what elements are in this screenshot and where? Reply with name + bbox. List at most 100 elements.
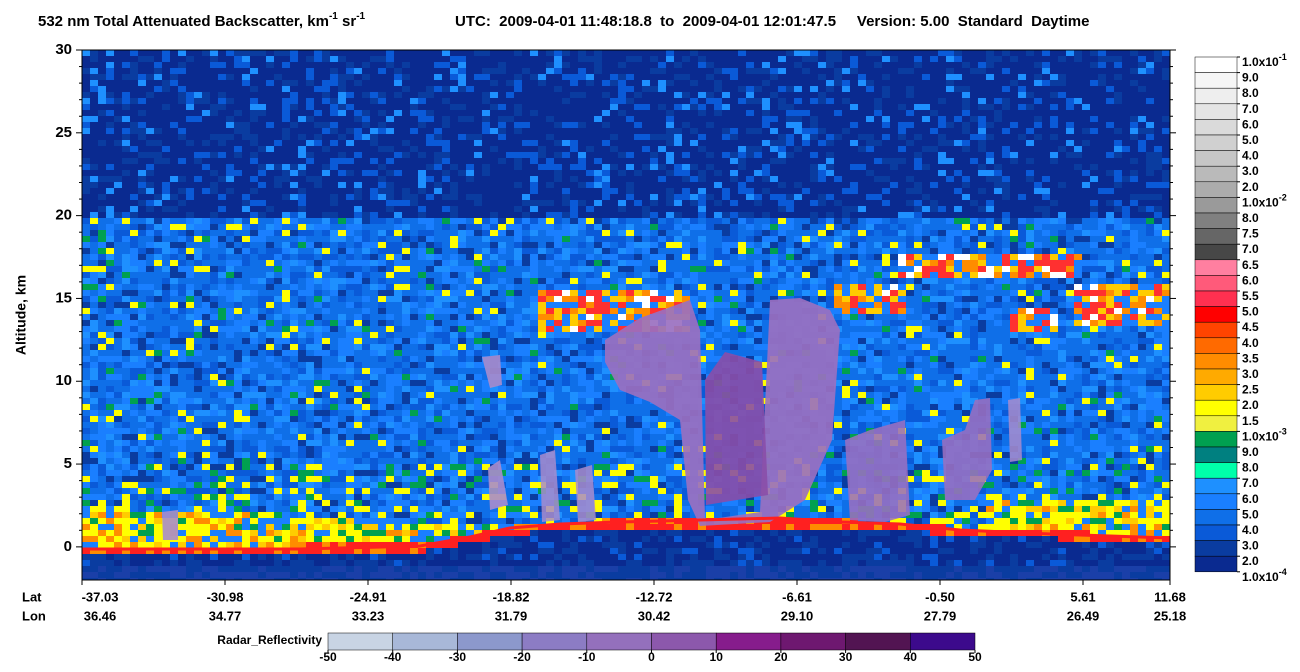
backscatter-cell (522, 296, 530, 302)
backscatter-cell (290, 50, 298, 56)
backscatter-cell (218, 128, 226, 134)
backscatter-cell (338, 50, 346, 56)
backscatter-cell (418, 398, 426, 404)
backscatter-cell (506, 356, 514, 362)
backscatter-cell (426, 422, 434, 428)
backscatter-cell (106, 518, 114, 524)
backscatter-cell (274, 290, 282, 296)
backscatter-cell (314, 476, 322, 482)
backscatter-cell (394, 98, 402, 104)
backscatter-cell (282, 398, 290, 404)
backscatter-cell (154, 242, 162, 248)
backscatter-cell (506, 488, 514, 494)
backscatter-cell (386, 536, 394, 542)
backscatter-cell (82, 68, 90, 74)
backscatter-cell (514, 62, 522, 68)
backscatter-cell (442, 572, 450, 578)
backscatter-cell (466, 542, 474, 548)
backscatter-cell (306, 494, 314, 500)
backscatter-cell (418, 578, 426, 580)
backscatter-cell (106, 548, 114, 554)
backscatter-cell (114, 350, 122, 356)
backscatter-cell (170, 464, 178, 470)
backscatter-cell (194, 122, 202, 128)
backscatter-cell (226, 326, 234, 332)
backscatter-cell (346, 332, 354, 338)
backscatter-cell (82, 482, 90, 488)
backscatter-cell (458, 302, 466, 308)
backscatter-cell (514, 326, 522, 332)
backscatter-cell (170, 176, 178, 182)
backscatter-cell (234, 434, 242, 440)
backscatter-cell (122, 242, 130, 248)
backscatter-cell (218, 386, 226, 392)
backscatter-cell (354, 272, 362, 278)
backscatter-cell (130, 248, 138, 254)
backscatter-cell (370, 200, 378, 206)
backscatter-cell (522, 446, 530, 452)
backscatter-cell (474, 428, 482, 434)
backscatter-cell (450, 578, 458, 580)
backscatter-cell (362, 266, 370, 272)
backscatter-cell (418, 560, 426, 566)
backscatter-cell (314, 404, 322, 410)
backscatter-cell (170, 488, 178, 494)
backscatter-cell (482, 284, 490, 290)
backscatter-cell (402, 146, 410, 152)
backscatter-cell (426, 500, 434, 506)
backscatter-cell (162, 92, 170, 98)
backscatter-cell (154, 278, 162, 284)
backscatter-cell (322, 308, 330, 314)
backscatter-cell (330, 416, 338, 422)
backscatter-cell (242, 296, 250, 302)
backscatter-cell (402, 554, 410, 560)
backscatter-cell (290, 416, 298, 422)
backscatter-cell (210, 308, 218, 314)
backscatter-cell (90, 416, 98, 422)
backscatter-cell (226, 86, 234, 92)
backscatter-cell (362, 170, 370, 176)
backscatter-cell (506, 380, 514, 386)
backscatter-cell (162, 62, 170, 68)
backscatter-cell (418, 230, 426, 236)
backscatter-cell (266, 374, 274, 380)
backscatter-cell (122, 368, 130, 374)
backscatter-cell (218, 278, 226, 284)
backscatter-cell (122, 80, 130, 86)
backscatter-cell (82, 434, 90, 440)
backscatter-cell (226, 458, 234, 464)
backscatter-cell (346, 572, 354, 578)
backscatter-cell (258, 332, 266, 338)
backscatter-cell (290, 428, 298, 434)
backscatter-cell (98, 146, 106, 152)
backscatter-cell (290, 266, 298, 272)
backscatter-cell (434, 200, 442, 206)
backscatter-cell (466, 572, 474, 578)
backscatter-cell (386, 110, 394, 116)
backscatter-cell (162, 446, 170, 452)
backscatter-cell (410, 488, 418, 494)
backscatter-cell (210, 494, 218, 500)
backscatter-cell (154, 458, 162, 464)
backscatter-cell (82, 134, 90, 140)
backscatter-cell (370, 290, 378, 296)
backscatter-cell (218, 290, 226, 296)
backscatter-cell (354, 254, 362, 260)
backscatter-cell (410, 458, 418, 464)
backscatter-cell (514, 446, 522, 452)
backscatter-cell (226, 386, 234, 392)
backscatter-cell (386, 272, 394, 278)
backscatter-cell (522, 362, 530, 368)
backscatter-cell (154, 98, 162, 104)
backscatter-cell (162, 206, 170, 212)
backscatter-cell (82, 206, 90, 212)
backscatter-cell (162, 182, 170, 188)
backscatter-cell (290, 560, 298, 566)
backscatter-cell (522, 254, 530, 260)
backscatter-cell (162, 332, 170, 338)
backscatter-cell (370, 410, 378, 416)
backscatter-cell (98, 488, 106, 494)
backscatter-cell (490, 548, 498, 554)
backscatter-cell (514, 542, 522, 548)
backscatter-cell (234, 578, 242, 580)
